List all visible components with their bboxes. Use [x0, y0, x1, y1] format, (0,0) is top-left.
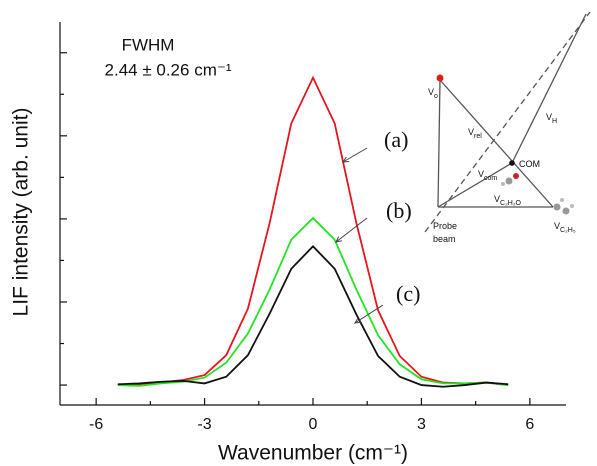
- label-sub: C₂H₂O: [500, 200, 522, 207]
- vector: [440, 80, 553, 207]
- label-main: beam: [433, 234, 456, 244]
- inset-label: COM: [519, 159, 540, 169]
- atom: [560, 198, 564, 202]
- annotation: 2.44 ± 0.26 cm⁻¹: [105, 60, 232, 79]
- label-sub: o: [434, 93, 438, 100]
- chart: FWHM 2.44 ± 0.26 cm⁻¹ Wavenumber (cm⁻¹) …: [0, 0, 597, 466]
- series-label: (b): [386, 198, 412, 223]
- arrow: [336, 218, 367, 242]
- series-label: (a): [384, 127, 408, 152]
- arrow: [355, 305, 383, 323]
- com-point: [509, 160, 515, 166]
- atom: [563, 208, 570, 215]
- x-axis-label: Wavenumber (cm⁻¹): [218, 442, 408, 465]
- arrow: [343, 148, 367, 162]
- inset-label: VC₂H₂O: [494, 194, 522, 206]
- inset-label: Vrel: [468, 127, 482, 139]
- inset-label: Vcom: [478, 169, 497, 181]
- label-sub: H: [552, 118, 557, 125]
- inset-label: VC₂H₅: [554, 221, 576, 233]
- x-tick-label: 6: [525, 416, 534, 433]
- atom: [437, 75, 444, 82]
- x-tick-label: -6: [89, 416, 103, 433]
- label-main: Probe: [433, 221, 457, 231]
- inset-labels: Vo Vrel VH Vcom COM VC₂H₂O VC₂H₅ Probe beam: [428, 87, 576, 244]
- atom: [501, 182, 505, 186]
- line-series: [118, 246, 508, 386]
- atom: [570, 204, 574, 208]
- x-tick-label: 0: [309, 416, 318, 433]
- inset-label: VH: [546, 112, 557, 124]
- x-tick-label: 3: [417, 416, 426, 433]
- vector: [438, 80, 440, 207]
- y-axis-label: LIF intensity (arb. unit): [10, 108, 33, 317]
- vector: [512, 14, 586, 163]
- inset-label: Vo: [428, 87, 438, 99]
- series-label: (c): [396, 281, 420, 306]
- atom: [554, 204, 561, 211]
- atom: [506, 178, 513, 185]
- label-sub: rel: [474, 133, 482, 140]
- label-sub: com: [484, 175, 497, 182]
- x-tick-label: -3: [197, 416, 211, 433]
- annotation: FWHM: [122, 35, 175, 54]
- label-main: COM: [519, 159, 540, 169]
- label-sub: C₂H₅: [560, 227, 576, 234]
- inset-label: beam: [433, 234, 456, 244]
- inset-label: Probe: [433, 221, 457, 231]
- atom: [513, 173, 519, 179]
